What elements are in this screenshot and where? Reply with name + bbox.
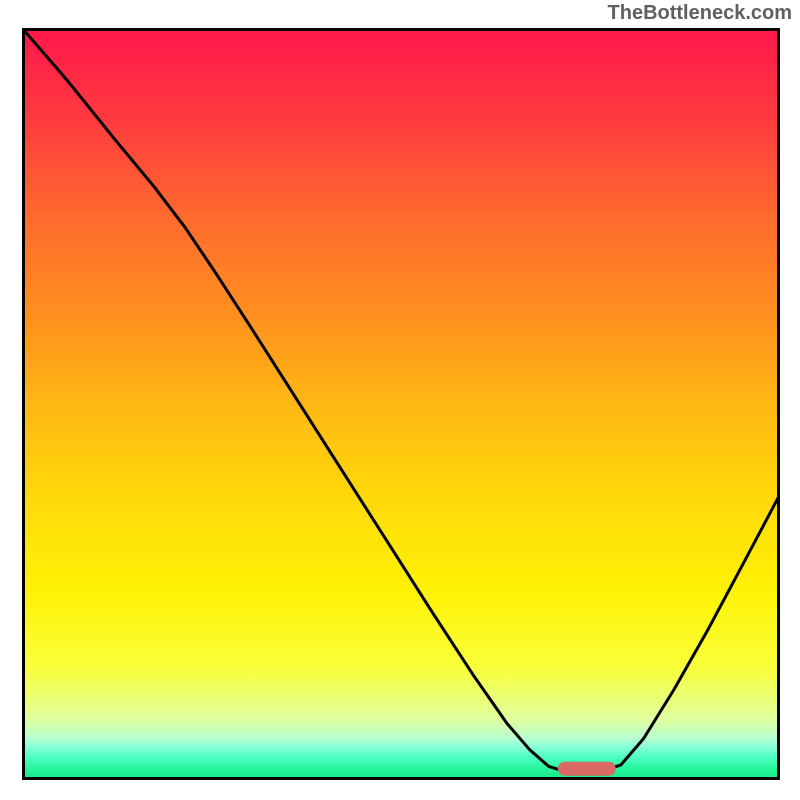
- chart-overlay: [22, 28, 780, 780]
- watermark-text: TheBottleneck.com: [608, 2, 792, 25]
- optimal-range-marker: [558, 762, 616, 776]
- bottleneck-curve: [22, 28, 780, 772]
- plot-area: [22, 28, 780, 780]
- bottleneck-chart: TheBottleneck.com: [0, 0, 800, 800]
- plot-border: [24, 30, 779, 779]
